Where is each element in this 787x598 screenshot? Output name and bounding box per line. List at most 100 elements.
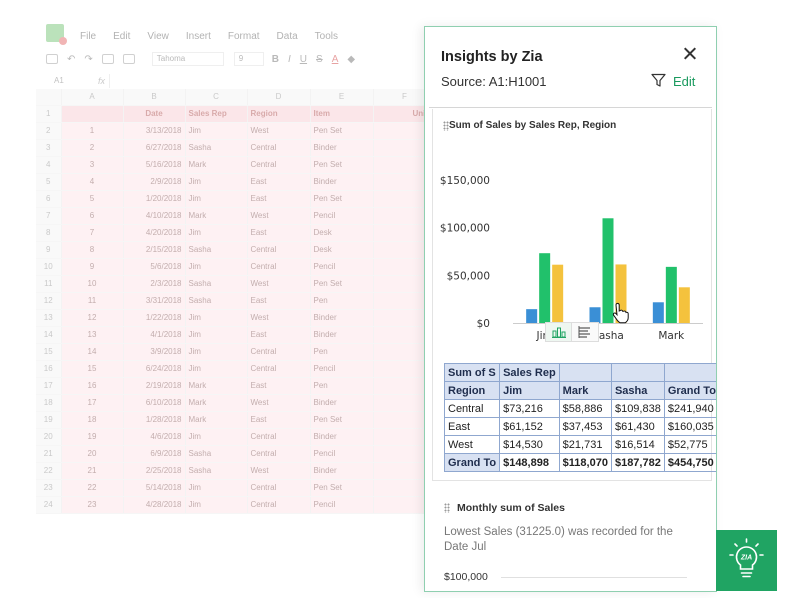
cell[interactable]	[373, 445, 437, 463]
cell[interactable]: Jim	[185, 496, 248, 514]
cell[interactable]: Jim	[185, 360, 248, 378]
cell[interactable]: 20	[61, 445, 124, 463]
cell[interactable]: 4/20/2018	[123, 224, 186, 242]
cell[interactable]	[373, 411, 437, 429]
cell[interactable]	[373, 292, 437, 310]
text-color-icon[interactable]: A	[331, 53, 339, 65]
row-number[interactable]: 15	[36, 343, 62, 361]
cell[interactable]: Central	[247, 496, 311, 514]
cell[interactable]: East	[247, 292, 311, 310]
fill-color-icon[interactable]: ◆	[347, 53, 356, 65]
edit-button[interactable]: Edit	[673, 74, 696, 89]
cell[interactable]: Jim	[185, 479, 248, 497]
cell[interactable]: 2	[61, 139, 124, 157]
menu-edit[interactable]: Edit	[113, 31, 131, 42]
cell[interactable]: Pencil	[310, 258, 374, 276]
column-header[interactable]: E	[310, 89, 374, 106]
cell[interactable]: 19	[61, 428, 124, 446]
cell[interactable]: Jim	[185, 343, 248, 361]
cell[interactable]: Central	[247, 428, 311, 446]
cell[interactable]: Binder	[310, 139, 374, 157]
font-name-select[interactable]: Tahoma	[151, 52, 224, 66]
menu-format[interactable]: Format	[227, 31, 260, 42]
cell[interactable]: Region	[247, 105, 311, 123]
cell[interactable]: 5/14/2018	[123, 479, 186, 497]
bar-sasha-2[interactable]	[615, 264, 627, 323]
cell[interactable]: 4	[61, 173, 124, 191]
cell[interactable]: Mark	[185, 411, 248, 429]
bar-jim-1[interactable]	[539, 253, 551, 323]
cell[interactable]: 13	[61, 326, 124, 344]
cell[interactable]: Pen Set	[310, 479, 374, 497]
cell[interactable]	[373, 479, 437, 497]
cell[interactable]: 14	[61, 343, 124, 361]
cell[interactable]: Binder	[310, 462, 374, 480]
row-number[interactable]: 4	[36, 156, 62, 174]
paint-format-icon[interactable]	[101, 54, 114, 64]
cell[interactable]: Sasha	[185, 139, 248, 157]
cell[interactable]: Mark	[185, 156, 248, 174]
cell[interactable]	[373, 496, 437, 514]
drag-handle-icon[interactable]	[444, 503, 450, 513]
cell[interactable]: 6/10/2018	[123, 394, 186, 412]
cell[interactable]: Pencil	[310, 207, 374, 225]
menu-view[interactable]: View	[147, 31, 169, 42]
undo-icon[interactable]: ↶	[67, 53, 76, 65]
row-number[interactable]: 12	[36, 292, 62, 310]
row-number[interactable]: 9	[36, 241, 62, 259]
column-header[interactable]: B	[123, 89, 186, 106]
cell[interactable]: 3/9/2018	[123, 343, 186, 361]
print-icon[interactable]	[46, 54, 58, 64]
cell[interactable]: 1/22/2018	[123, 309, 186, 327]
cell[interactable]: Central	[247, 360, 311, 378]
cell[interactable]: Sasha	[185, 241, 248, 259]
cell[interactable]: Pen Set	[310, 122, 374, 140]
cell[interactable]	[61, 105, 124, 123]
cell[interactable]: 4/10/2018	[123, 207, 186, 225]
cell[interactable]: Date	[123, 105, 186, 123]
cell[interactable]: Central	[247, 258, 311, 276]
cell[interactable]: Jim	[185, 190, 248, 208]
cell[interactable]: 9	[61, 258, 124, 276]
cell[interactable]: Item	[310, 105, 374, 123]
cell[interactable]: West	[247, 207, 311, 225]
cell[interactable]: Binder	[310, 173, 374, 191]
cell[interactable]: Pencil	[310, 360, 374, 378]
zia-button[interactable]: ZIA	[716, 530, 777, 591]
row-number[interactable]: 3	[36, 139, 62, 157]
cell[interactable]: 3	[61, 156, 124, 174]
cell[interactable]: 2/3/2018	[123, 275, 186, 293]
row-number[interactable]: 8	[36, 224, 62, 242]
bar-jim-2[interactable]	[552, 264, 564, 323]
cell[interactable]	[373, 428, 437, 446]
filter-icon[interactable]	[651, 73, 666, 88]
menu-file[interactable]: File	[80, 31, 97, 42]
cell[interactable]: 8	[61, 241, 124, 259]
corner-cell[interactable]	[36, 89, 62, 106]
cell[interactable]: Desk	[310, 224, 374, 242]
row-number[interactable]: 19	[36, 411, 62, 429]
row-number[interactable]: 6	[36, 190, 62, 208]
cell[interactable]: Central	[247, 445, 311, 463]
cell[interactable]: Jim	[185, 224, 248, 242]
cell[interactable]: 2/19/2018	[123, 377, 186, 395]
cell[interactable]: East	[247, 326, 311, 344]
bold-icon[interactable]: B	[271, 53, 280, 65]
cell[interactable]: Pencil	[310, 445, 374, 463]
cell[interactable]: 6/24/2018	[123, 360, 186, 378]
cell[interactable]: Mark	[185, 394, 248, 412]
column-header[interactable]: D	[247, 89, 311, 106]
cell[interactable]: West	[247, 394, 311, 412]
cell[interactable]: 2/9/2018	[123, 173, 186, 191]
row-number[interactable]: 11	[36, 275, 62, 293]
cell[interactable]	[373, 173, 437, 191]
cell[interactable]: East	[247, 377, 311, 395]
cell[interactable]: Jim	[185, 326, 248, 344]
cell[interactable]: 11	[61, 292, 124, 310]
cell[interactable]	[373, 139, 437, 157]
menu-tools[interactable]: Tools	[314, 31, 339, 42]
cell[interactable]: East	[247, 224, 311, 242]
bar-sasha-0[interactable]	[589, 307, 601, 323]
strikethrough-icon[interactable]: S	[316, 53, 323, 65]
cell[interactable]: 16	[61, 377, 124, 395]
